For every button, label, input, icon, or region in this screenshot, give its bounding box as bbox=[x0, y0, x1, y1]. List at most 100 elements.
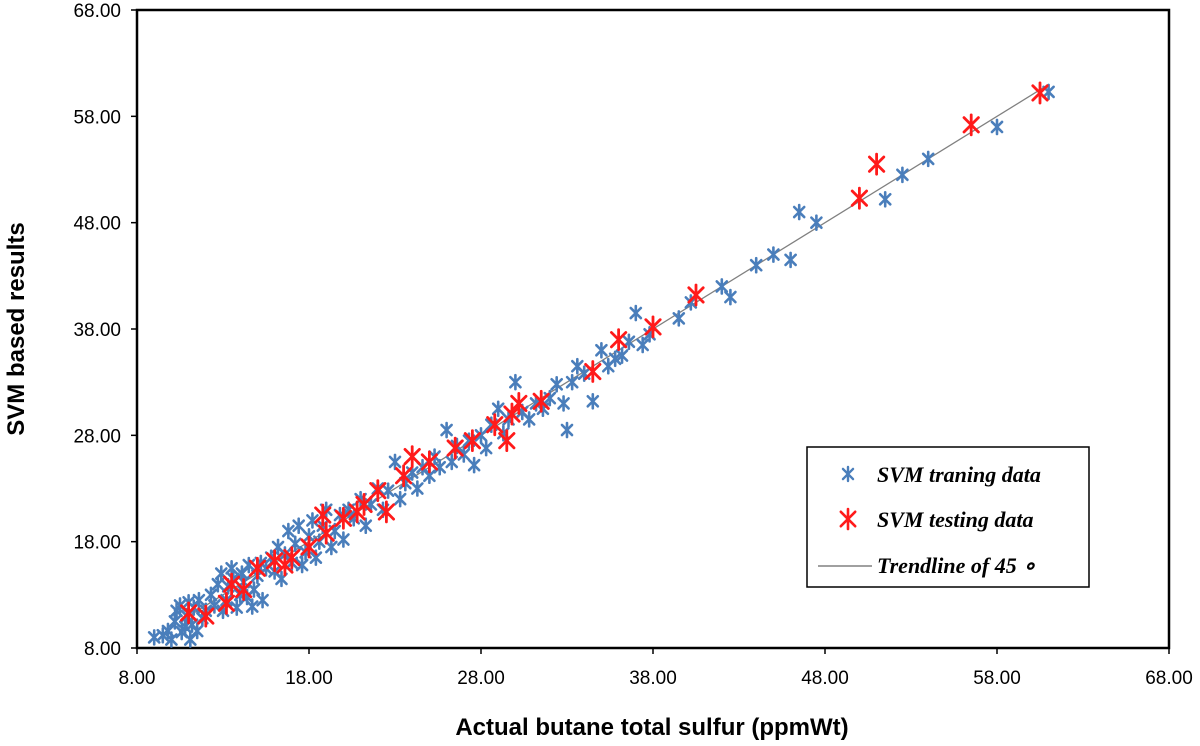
training-point bbox=[921, 150, 935, 168]
legend-trendline-label: Trendline of 45 ∘ bbox=[877, 553, 1036, 578]
testing-point bbox=[314, 503, 332, 527]
training-point bbox=[629, 304, 643, 322]
legend-training-asterisk bbox=[841, 465, 855, 483]
testing-point bbox=[394, 464, 413, 488]
testing-point bbox=[283, 546, 301, 570]
y-tick-label: 8.00 bbox=[84, 639, 121, 660]
x-tick-label: 18.00 bbox=[285, 668, 333, 689]
training-point bbox=[381, 482, 395, 499]
legend: SVM traning data SVM testing data Trendl… bbox=[806, 446, 1090, 588]
x-axis-ticks: 8.00 18.00 28.00 38.00 48.00 58.00 68.00 bbox=[119, 648, 1193, 689]
training-point bbox=[560, 421, 574, 439]
training-point bbox=[388, 453, 402, 471]
training-point bbox=[784, 251, 797, 269]
training-point bbox=[245, 598, 259, 615]
training-point bbox=[457, 446, 471, 463]
testing-point bbox=[300, 535, 318, 559]
training-point bbox=[337, 531, 350, 548]
y-tick-label: 68.00 bbox=[73, 1, 121, 22]
legend-box bbox=[806, 446, 1090, 588]
training-point bbox=[192, 591, 206, 609]
x-tick-label: 58.00 bbox=[973, 668, 1021, 689]
y-tick-label: 38.00 bbox=[73, 320, 121, 341]
training-point bbox=[896, 166, 909, 184]
x-tick-label: 28.00 bbox=[457, 668, 505, 689]
training-point bbox=[393, 490, 407, 508]
training-point bbox=[306, 512, 319, 529]
legend-training-marker bbox=[841, 465, 855, 483]
training-point bbox=[325, 538, 338, 556]
training-point bbox=[247, 581, 261, 598]
training-point bbox=[557, 395, 570, 412]
testing-point bbox=[334, 506, 353, 530]
y-tick-label: 18.00 bbox=[73, 533, 121, 554]
training-point bbox=[522, 411, 536, 428]
testing-point bbox=[179, 601, 198, 625]
testing-point bbox=[610, 328, 628, 352]
training-point bbox=[208, 597, 221, 614]
x-tick-label: 38.00 bbox=[629, 668, 677, 689]
y-axis-ticks: 8.00 18.00 28.00 38.00 48.00 58.00 68.00 bbox=[73, 1, 137, 660]
training-point bbox=[595, 341, 608, 359]
training-point bbox=[165, 631, 178, 648]
testing-point bbox=[463, 429, 482, 453]
training-point bbox=[440, 421, 453, 439]
training-point bbox=[767, 246, 780, 263]
training-point bbox=[724, 288, 737, 306]
y-tick-label: 28.00 bbox=[73, 426, 121, 447]
training-point bbox=[636, 336, 650, 354]
legend-testing-label: SVM testing data bbox=[877, 507, 1033, 532]
testing-point bbox=[355, 493, 373, 516]
training-point bbox=[550, 375, 564, 393]
testing-point bbox=[235, 578, 253, 601]
testing-point bbox=[503, 402, 521, 426]
training-point bbox=[282, 522, 295, 540]
testing-point bbox=[217, 591, 236, 615]
testing-data-series bbox=[179, 81, 1049, 628]
testing-point bbox=[377, 500, 396, 524]
testing-point bbox=[369, 479, 387, 503]
testing-point bbox=[403, 445, 421, 469]
testing-point bbox=[687, 283, 705, 307]
testing-point bbox=[317, 521, 335, 545]
training-point bbox=[749, 256, 763, 274]
testing-point bbox=[1031, 81, 1049, 105]
testing-point bbox=[446, 436, 464, 460]
y-axis-title: SVM based results bbox=[3, 222, 30, 435]
training-point bbox=[990, 118, 1004, 136]
training-point bbox=[878, 190, 892, 208]
y-tick-label: 58.00 bbox=[73, 107, 121, 128]
training-point bbox=[411, 480, 424, 497]
x-tick-label: 48.00 bbox=[801, 668, 849, 689]
training-point bbox=[565, 373, 579, 391]
testing-point bbox=[868, 152, 886, 176]
training-point bbox=[509, 373, 522, 391]
legend-testing-asterisk bbox=[839, 507, 857, 531]
training-point bbox=[792, 203, 806, 221]
training-point bbox=[474, 427, 488, 444]
training-point bbox=[190, 622, 204, 640]
testing-point bbox=[222, 572, 241, 596]
testing-point bbox=[644, 315, 662, 339]
training-point bbox=[715, 278, 729, 295]
legend-testing-marker bbox=[839, 507, 857, 531]
testing-point bbox=[962, 113, 980, 137]
training-point bbox=[359, 517, 373, 535]
training-point bbox=[491, 400, 505, 418]
training-point bbox=[810, 214, 823, 231]
legend-training-label: SVM traning data bbox=[877, 462, 1041, 487]
training-point bbox=[479, 439, 493, 457]
training-point bbox=[467, 456, 481, 474]
testing-point bbox=[850, 186, 868, 210]
training-point bbox=[672, 310, 686, 327]
testing-point bbox=[265, 549, 284, 573]
testing-point bbox=[510, 392, 528, 415]
testing-point bbox=[486, 413, 504, 437]
x-tick-label: 8.00 bbox=[119, 668, 156, 689]
training-point bbox=[433, 458, 447, 476]
training-point bbox=[168, 613, 182, 630]
training-point bbox=[256, 591, 269, 609]
testing-point bbox=[498, 429, 516, 453]
testing-point bbox=[420, 450, 439, 474]
